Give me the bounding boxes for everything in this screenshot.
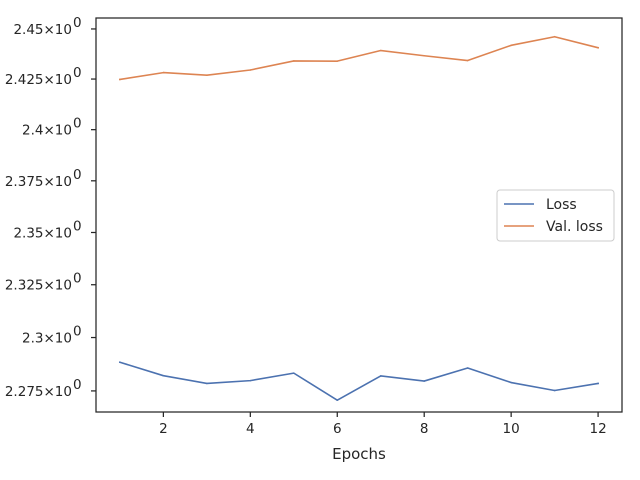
data-point [336, 399, 339, 401]
data-point [292, 60, 295, 62]
data-point [510, 381, 512, 384]
y-tick-label-base: 2.375 [5, 174, 44, 190]
data-point [249, 69, 252, 71]
y-tick-label-times: ×10 [44, 22, 73, 38]
data-point [119, 78, 121, 81]
data-point [206, 74, 208, 77]
data-point [292, 372, 295, 374]
y-tick-label-exponent: 0 [73, 116, 82, 132]
data-point [510, 44, 512, 47]
y-tick-label-exponent: 0 [73, 15, 82, 31]
y-tick-label-times: ×10 [44, 278, 73, 294]
data-point [466, 59, 469, 62]
data-point [336, 60, 339, 62]
y-tick-label-exponent: 0 [73, 218, 82, 234]
y-tick-label: 2.45×10 [13, 22, 72, 38]
series-line-val-loss [118, 35, 600, 81]
y-tick-label-base: 2.35 [13, 225, 43, 241]
data-point [597, 382, 599, 385]
x-axis-ticks: 2 4 6 8 10 12 [159, 412, 607, 437]
y-tick-label-exponent: 0 [73, 65, 82, 81]
series-layer [118, 35, 600, 401]
y-tick-label: 2.425×10 [5, 72, 72, 88]
data-point [162, 374, 165, 377]
series-line-loss [118, 361, 600, 401]
y-tick-label-base: 2.3 [22, 331, 43, 347]
data-point [249, 379, 252, 382]
y-tick-label-times: ×10 [44, 331, 73, 347]
y-tick-label: 2.35×10 [13, 225, 72, 241]
legend-box [496, 189, 615, 242]
x-axis-label: Epochs [332, 445, 386, 463]
x-tick-label: 4 [246, 421, 255, 437]
y-tick-label-exponent: 0 [73, 271, 82, 287]
data-point [423, 54, 426, 57]
y-tick-label-base: 2.4 [22, 123, 43, 139]
data-point [553, 35, 556, 38]
x-tick-label: 12 [589, 421, 606, 437]
data-point [206, 382, 208, 385]
plot-area-frame [95, 17, 623, 413]
legend-label: Val. loss [546, 219, 603, 235]
data-point [466, 367, 469, 369]
y-tick-label: 2.4×10 [22, 123, 72, 139]
y-tick-label-times: ×10 [44, 72, 73, 88]
y-tick-label-base: 2.425 [5, 72, 44, 88]
x-tick-label: 10 [503, 421, 520, 437]
x-tick-label: 2 [159, 421, 168, 437]
x-tick-label: 6 [333, 421, 342, 437]
y-tick-label-times: ×10 [44, 384, 73, 400]
x-tick-label: 8 [420, 421, 429, 437]
y-tick-label-exponent: 0 [73, 377, 82, 393]
y-tick-label-times: ×10 [44, 123, 73, 139]
data-point [119, 361, 121, 364]
y-tick-label-base: 2.275 [5, 384, 44, 400]
data-point [423, 380, 426, 382]
data-point [379, 49, 382, 52]
y-tick-label-times: ×10 [44, 225, 73, 241]
y-tick-label: 2.3×10 [22, 331, 72, 347]
y-axis-ticks: 2.275×10 02.3×10 02.325×10 02.35×10 02.375×1… [5, 15, 96, 400]
y-tick-label: 2.325×10 [5, 278, 72, 294]
y-tick-label: 2.275×10 [5, 384, 72, 400]
data-point [379, 375, 382, 377]
y-tick-label: 2.375×10 [5, 174, 72, 190]
y-tick-label-exponent: 0 [73, 324, 82, 340]
legend-label: Loss [546, 197, 577, 213]
data-point [162, 71, 165, 74]
data-point [597, 46, 599, 49]
legend: Loss Val. loss [496, 189, 615, 242]
y-tick-label-base: 2.45 [13, 22, 43, 38]
y-tick-label-times: ×10 [44, 174, 73, 190]
data-point [553, 389, 556, 392]
y-tick-label-base: 2.325 [5, 278, 44, 294]
y-tick-label-exponent: 0 [73, 167, 82, 183]
